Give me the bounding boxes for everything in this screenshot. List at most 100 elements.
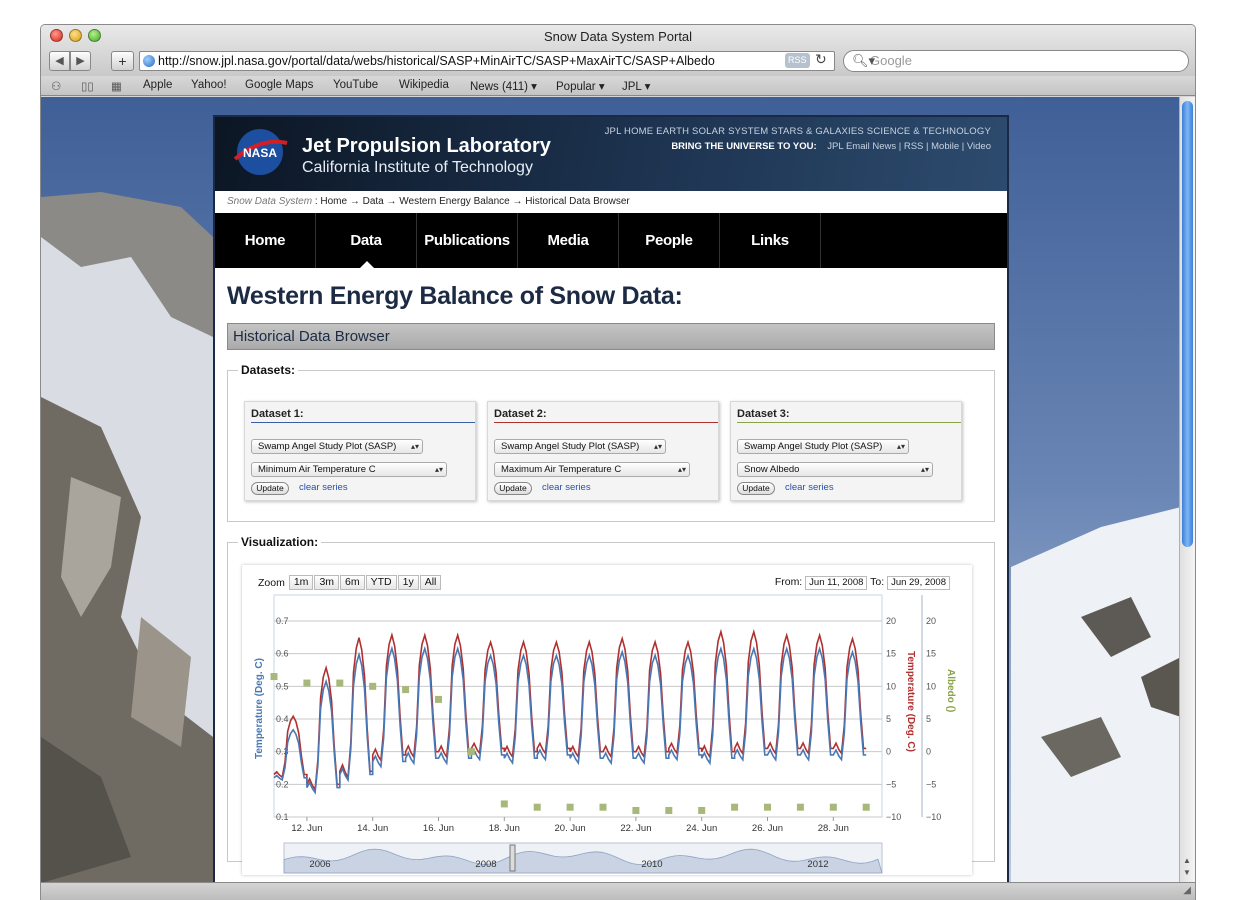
back-button[interactable]: ◀ <box>49 51 70 71</box>
albedo-point <box>303 679 311 687</box>
breadcrumb-root[interactable]: Snow Data System <box>227 196 313 207</box>
address-bar[interactable]: http://snow.jpl.nasa.gov/portal/data/web… <box>139 51 835 71</box>
to-date-input[interactable]: Jun 29, 2008 <box>887 576 950 590</box>
nav-data[interactable]: Data <box>316 213 417 268</box>
bookmark-youtube[interactable]: YouTube <box>333 79 379 91</box>
datasets-legend: Datasets: <box>238 363 299 377</box>
albedo-point <box>599 803 607 811</box>
albedo-point <box>764 803 771 811</box>
left-tick-label: 0.2 <box>276 779 289 789</box>
x-tick-label: 18. Jun <box>489 823 520 834</box>
nav-links[interactable]: Links <box>720 213 821 268</box>
albedo-point <box>566 803 574 811</box>
plus-icon: + <box>118 53 127 69</box>
dataset-3-variable-select[interactable]: Snow Albedo ▴▾ <box>737 462 933 477</box>
forward-arrow-icon: ▶ <box>76 55 85 67</box>
jpl-top-links[interactable]: JPL HOME EARTH SOLAR SYSTEM STARS & GALA… <box>604 126 991 137</box>
nasa-logo[interactable]: NASA <box>231 127 289 177</box>
x-tick-label: 26. Jun <box>752 823 783 834</box>
x-tick-label: 14. Jun <box>357 823 388 834</box>
jpl-web-page: NASA Jet Propulsion Laboratory Californi… <box>213 115 1009 883</box>
albedo-point <box>665 806 673 814</box>
zoom-1m-button[interactable]: 1m <box>288 575 314 590</box>
bookmark-yahoo[interactable]: Yahoo! <box>191 79 227 91</box>
select-arrows-icon: ▴▾ <box>896 442 905 451</box>
nav-publications[interactable]: Publications <box>417 213 518 268</box>
vertical-scrollbar[interactable]: ▲ ▼ <box>1179 97 1195 883</box>
dataset-3-site-select[interactable]: Swamp Angel Study Plot (SASP) ▴▾ <box>737 439 909 454</box>
bookmark-jpl[interactable]: JPL ▾ <box>622 81 651 93</box>
time-series-chart[interactable]: 0.1 0.2 0.3 0.4 0.5 0.6 0.7 −10 −10 −5 −5 0 0 5 5 10 10 1… <box>242 565 972 875</box>
dataset-2-variable-value: Maximum Air Temperature C <box>501 464 622 475</box>
scrollbar-thumb[interactable] <box>1182 101 1193 547</box>
reload-button[interactable]: ↻ <box>815 51 827 68</box>
add-bookmark-button[interactable]: + <box>111 51 134 71</box>
bookmark-news[interactable]: News (411) ▾ <box>470 81 537 93</box>
zoom-all-button[interactable]: All <box>419 575 442 590</box>
bookmark-popular[interactable]: Popular ▾ <box>556 81 605 93</box>
main-nav: Home Data Publications Media People Link… <box>215 213 1007 268</box>
org-name[interactable]: Jet Propulsion Laboratory <box>302 135 551 157</box>
dataset-3-update-button[interactable]: Update <box>737 482 775 495</box>
datasets-fieldset: Datasets: Dataset 1: Swamp Angel Study P… <box>227 363 995 522</box>
nav-media[interactable]: Media <box>518 213 619 268</box>
scroll-up-arrow-icon[interactable]: ▲ <box>1183 856 1191 865</box>
albedo-tick-label: 10 <box>926 681 936 691</box>
dataset-3-clear-link[interactable]: clear series <box>785 482 834 493</box>
zoom-6m-button[interactable]: 6m <box>340 575 365 590</box>
dataset-1-variable-value: Minimum Air Temperature C <box>258 464 376 475</box>
left-tick-label: 0.3 <box>276 747 289 757</box>
search-field[interactable]: 🔍︎▾ Google <box>843 50 1189 72</box>
dataset-1-update-button[interactable]: Update <box>251 482 289 495</box>
breadcrumb-trail[interactable]: : Home → Data → Western Energy Balance →… <box>312 196 630 207</box>
albedo-tick-label: −10 <box>926 812 941 822</box>
minimize-window-button[interactable] <box>69 29 82 42</box>
browser-window: Snow Data System Portal ◀ ▶ + http://sno… <box>40 24 1196 900</box>
web-viewport: NASA Jet Propulsion Laboratory Californi… <box>41 97 1181 883</box>
dataset-2-update-button[interactable]: Update <box>494 482 532 495</box>
albedo-point <box>270 673 278 681</box>
dataset-1-site-select[interactable]: Swamp Angel Study Plot (SASP) ▴▾ <box>251 439 423 454</box>
dataset-1-variable-select[interactable]: Minimum Air Temperature C ▴▾ <box>251 462 447 477</box>
dataset-1-clear-link[interactable]: clear series <box>299 482 348 493</box>
zoom-1y-button[interactable]: 1y <box>397 575 419 590</box>
albedo-point <box>369 682 377 690</box>
zoom-ytd-button[interactable]: YTD <box>365 575 397 590</box>
scroll-down-arrow-icon[interactable]: ▼ <box>1183 868 1191 877</box>
rss-button[interactable]: RSS <box>785 53 810 68</box>
albedo-point <box>336 679 344 687</box>
bookmark-wikipedia[interactable]: Wikipedia <box>399 79 449 91</box>
left-axis-title: Temperature (Deg. C) <box>254 658 265 759</box>
nasa-logo-text: NASA <box>243 146 277 160</box>
albedo-point <box>731 803 739 811</box>
navigator-year-label: 2012 <box>807 859 828 870</box>
dataset-2-variable-select[interactable]: Maximum Air Temperature C ▴▾ <box>494 462 690 477</box>
book-icon[interactable]: ▯▯ <box>81 81 94 93</box>
reading-glasses-icon[interactable]: ⚇ <box>51 81 62 93</box>
jpl-sub-links[interactable]: JPL Email News | RSS | Mobile | Video <box>827 141 991 152</box>
albedo-point <box>467 748 475 756</box>
zoom-3m-button[interactable]: 3m <box>314 575 340 590</box>
dataset-2-site-select[interactable]: Swamp Angel Study Plot (SASP) ▴▾ <box>494 439 666 454</box>
left-tick-label: 0.7 <box>276 616 289 626</box>
nav-people[interactable]: People <box>619 213 720 268</box>
x-tick-label: 12. Jun <box>291 823 322 834</box>
bookmark-google-maps[interactable]: Google Maps <box>245 79 314 91</box>
grid-icon[interactable]: ▦ <box>111 81 122 93</box>
close-window-button[interactable] <box>50 29 63 42</box>
magnifier-icon: 🔍︎▾ <box>852 53 876 68</box>
from-date-input[interactable]: Jun 11, 2008 <box>805 576 868 590</box>
albedo-tick-label: 15 <box>926 649 936 659</box>
zoom-window-button[interactable] <box>88 29 101 42</box>
nav-home[interactable]: Home <box>215 213 316 268</box>
x-tick-label: 22. Jun <box>620 823 651 834</box>
resize-grip-icon[interactable]: ◢ <box>1183 885 1191 896</box>
albedo-point <box>796 803 804 811</box>
min-temp-series-line <box>273 645 867 795</box>
chart-container: Zoom 1m 3m 6m YTD 1y All From: Jun 11, 2… <box>242 565 972 875</box>
title-bar: Snow Data System Portal ◀ ▶ + http://sno… <box>41 25 1195 77</box>
forward-button[interactable]: ▶ <box>70 51 91 71</box>
dataset-2-clear-link[interactable]: clear series <box>542 482 591 493</box>
dataset-3-panel: Dataset 3: Swamp Angel Study Plot (SASP)… <box>730 401 962 501</box>
bookmark-apple[interactable]: Apple <box>143 79 173 91</box>
